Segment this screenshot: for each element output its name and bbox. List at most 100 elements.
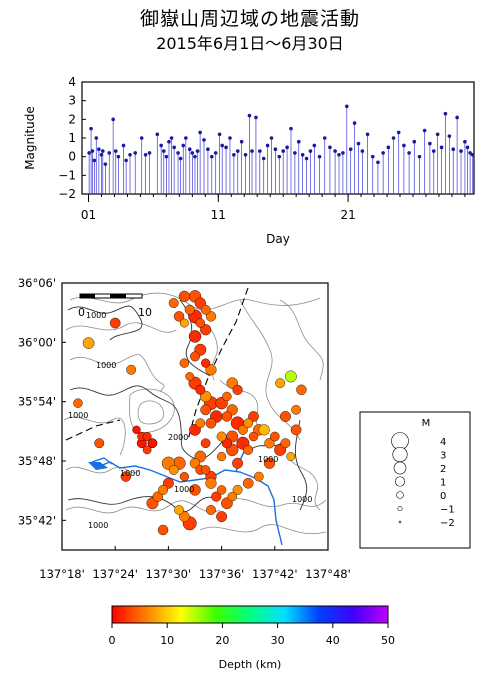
day-tick-label: 01 — [81, 208, 96, 222]
event-marker — [94, 136, 99, 140]
epicenter-marker — [200, 438, 211, 449]
epicenter-marker — [188, 330, 202, 343]
epicenter-marker — [189, 484, 201, 496]
scale-label-10: 10 — [138, 306, 152, 319]
epicenter-marker — [264, 438, 275, 449]
legend-label: 0 — [440, 491, 446, 502]
epicenter-marker — [200, 404, 211, 416]
epicenter-marker — [216, 485, 227, 495]
event-marker — [176, 151, 180, 155]
event-marker — [178, 156, 183, 161]
legend-symbol — [396, 491, 404, 499]
epicenter-marker — [279, 411, 291, 422]
magnitude-tick-label: 4 — [68, 75, 76, 89]
event-marker — [124, 158, 128, 163]
epicenter-marker — [195, 318, 206, 328]
map-frame — [61, 282, 329, 551]
epicenter-marker — [269, 431, 280, 442]
legend-label: 4 — [440, 437, 446, 448]
event-marker — [87, 151, 91, 155]
event-marker — [465, 145, 470, 150]
epicenter-marker — [200, 304, 211, 315]
event-marker — [455, 115, 459, 120]
svg-text:1000: 1000 — [96, 361, 116, 370]
event-marker — [239, 139, 244, 144]
event-marker — [220, 143, 224, 148]
event-marker — [407, 151, 411, 155]
event-marker — [322, 136, 327, 140]
epicenter-marker — [242, 477, 254, 489]
event-marker — [396, 130, 401, 135]
epicenter-marker — [243, 418, 254, 428]
event-marker — [111, 117, 115, 122]
epicenter-marker — [200, 465, 211, 475]
epicenter-marker — [286, 452, 296, 461]
epicenter-marker — [126, 364, 137, 375]
epicenter-marker — [280, 438, 291, 449]
colorbar-tick-label: 10 — [160, 634, 174, 647]
epicenter-marker — [173, 311, 185, 322]
epicenter-marker — [142, 445, 152, 455]
event-marker — [92, 158, 97, 163]
epicenter-marker — [179, 511, 190, 522]
event-marker — [159, 143, 163, 148]
svg-text:2000: 2000 — [168, 433, 188, 442]
event-marker — [128, 153, 132, 157]
epicenter-marker — [211, 491, 222, 502]
longitude-tick-label: 137°48' — [305, 567, 351, 581]
event-marker — [172, 145, 176, 150]
event-marker — [147, 151, 152, 155]
event-marker — [228, 136, 232, 140]
legend-symbol — [394, 476, 406, 487]
epicenter-marker — [195, 384, 206, 395]
event-marker — [99, 153, 104, 157]
event-marker — [468, 151, 472, 155]
event-marker — [100, 149, 105, 153]
event-marker — [386, 145, 391, 150]
event-marker — [195, 149, 200, 153]
longitude-tick-label: 137°30' — [146, 567, 192, 581]
event-marker — [169, 136, 174, 140]
event-marker — [213, 151, 218, 155]
day-tick-label: 11 — [211, 208, 226, 222]
event-marker — [143, 153, 148, 157]
event-marker — [243, 153, 248, 157]
legend-symbol — [392, 446, 408, 463]
event-marker — [133, 151, 138, 155]
event-marker — [470, 153, 475, 157]
epicenter-marker — [189, 458, 201, 469]
event-marker — [402, 143, 406, 148]
event-marker — [181, 143, 186, 148]
epicenter-marker — [258, 424, 270, 436]
epicenter-marker — [222, 391, 232, 402]
epicenter-marker — [217, 451, 227, 462]
event-marker — [261, 156, 266, 161]
epicenter-marker — [291, 405, 301, 415]
epicenter-marker — [216, 511, 228, 523]
event-marker — [103, 162, 108, 166]
epicenter-marker — [243, 444, 254, 455]
epicenter-marker — [275, 378, 286, 389]
event-marker — [190, 151, 195, 155]
longitude-tick-label: 137°18' — [39, 567, 85, 581]
epicenter-marker — [232, 384, 243, 395]
magnitude-tick-label: −2 — [58, 187, 76, 201]
event-marker — [341, 151, 345, 155]
event-marker — [328, 145, 332, 150]
epicenter-marker — [205, 477, 217, 489]
latitude-tick-label: 35°54' — [18, 395, 56, 409]
epicenter-marker — [290, 424, 302, 436]
epicenter-marker — [232, 457, 244, 469]
epicenter-marker — [120, 471, 132, 482]
legend-title: M — [422, 418, 431, 429]
colorbar-tick-label: 40 — [326, 634, 340, 647]
svg-text:1000: 1000 — [292, 495, 312, 504]
epicenter-marker — [168, 464, 179, 475]
event-marker — [417, 154, 422, 159]
colorbar-tick-label: 20 — [215, 634, 229, 647]
event-marker — [431, 149, 436, 153]
event-marker — [113, 149, 118, 153]
epicenter-marker — [237, 424, 248, 435]
event-marker — [116, 154, 121, 159]
